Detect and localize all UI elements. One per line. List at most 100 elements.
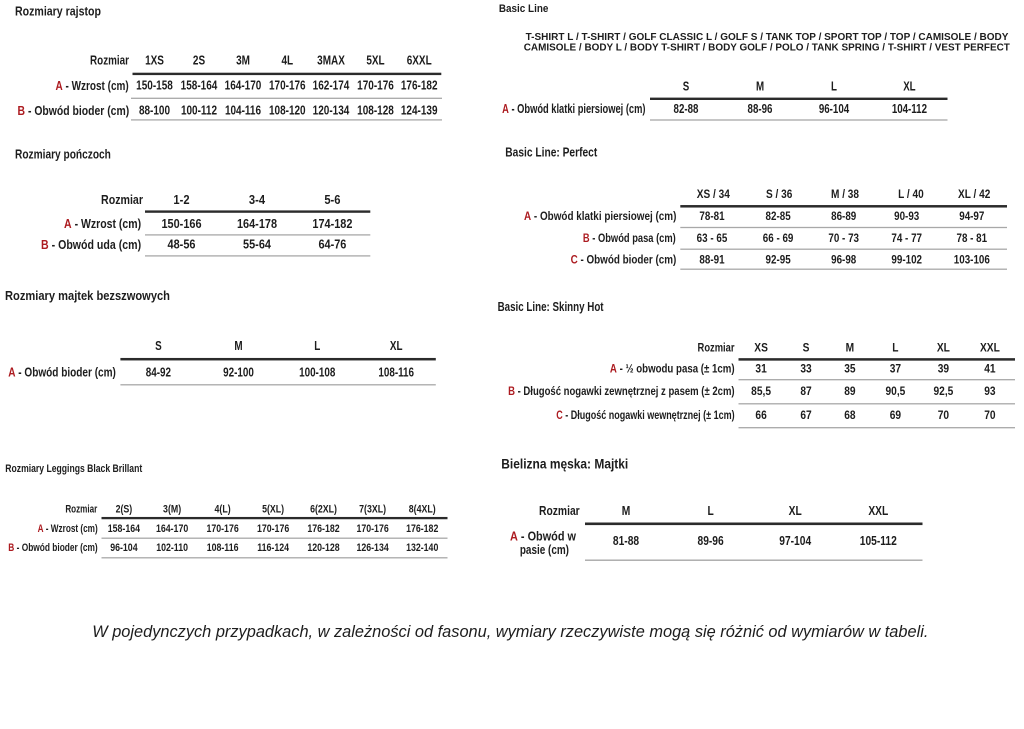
svg-text:L: L (707, 505, 713, 518)
svg-text:Rozmiary pończoch: Rozmiary pończoch (15, 149, 111, 162)
svg-text:41: 41 (984, 363, 995, 376)
svg-text:S: S (803, 342, 810, 355)
svg-text:Bielizna męska: Majtki: Bielizna męska: Majtki (501, 456, 628, 472)
svg-text:66 - 69: 66 - 69 (763, 232, 794, 245)
svg-text:78-81: 78-81 (699, 210, 724, 223)
svg-text:pasie (cm): pasie (cm) (520, 544, 569, 557)
svg-text:100-108: 100-108 (299, 367, 336, 381)
svg-text:Rozmiar: Rozmiar (90, 54, 129, 67)
svg-text:6(2XL): 6(2XL) (310, 503, 337, 515)
svg-text:108-116: 108-116 (378, 367, 414, 381)
svg-text:100-112: 100-112 (181, 105, 217, 118)
svg-text:Rozmiar: Rozmiar (698, 342, 736, 355)
svg-text:31: 31 (755, 363, 766, 376)
svg-text:Rozmiar: Rozmiar (65, 503, 97, 516)
svg-text:124-139: 124-139 (401, 105, 438, 118)
svg-text:132-140: 132-140 (406, 542, 439, 554)
svg-text:XL / 42: XL / 42 (958, 188, 990, 201)
svg-text:7(3XL): 7(3XL) (359, 503, 386, 515)
svg-text:88-96: 88-96 (748, 103, 773, 116)
svg-text:A - Obwód klatki piersiowej (c: A - Obwód klatki piersiowej (cm) (502, 103, 646, 117)
svg-text:87: 87 (800, 385, 811, 398)
svg-text:3(M): 3(M) (163, 503, 181, 515)
svg-text:103-106: 103-106 (954, 253, 990, 266)
svg-text:4(L): 4(L) (215, 503, 231, 515)
svg-text:108-120: 108-120 (269, 105, 306, 118)
svg-text:90-93: 90-93 (894, 210, 919, 223)
svg-text:108-116: 108-116 (207, 542, 239, 554)
svg-text:XL: XL (789, 505, 802, 518)
svg-text:97-104: 97-104 (779, 535, 811, 548)
svg-text:158-164: 158-164 (108, 523, 141, 535)
svg-text:66: 66 (755, 410, 766, 423)
svg-text:A - Wzrost (cm): A - Wzrost (cm) (38, 523, 98, 535)
svg-text:164-170: 164-170 (156, 523, 189, 535)
svg-text:6XXL: 6XXL (407, 54, 432, 67)
svg-text:XS / 34: XS / 34 (697, 188, 731, 201)
svg-text:104-116: 104-116 (225, 105, 261, 118)
svg-text:96-98: 96-98 (831, 253, 856, 266)
svg-text:176-182: 176-182 (307, 523, 340, 535)
svg-text:150-166: 150-166 (161, 216, 201, 231)
svg-text:33: 33 (800, 363, 811, 376)
svg-text:L: L (892, 342, 898, 355)
svg-text:XL: XL (937, 342, 950, 355)
svg-text:170-176: 170-176 (356, 523, 389, 535)
svg-text:B - Obwód bioder (cm): B - Obwód bioder (cm) (8, 542, 97, 554)
svg-text:L: L (831, 81, 837, 94)
svg-text:164-170: 164-170 (225, 80, 262, 93)
svg-text:64-76: 64-76 (318, 236, 346, 251)
svg-text:69: 69 (890, 410, 901, 423)
svg-text:C - Długość nogawki wewnętrzne: C - Długość nogawki wewnętrznej (± 1cm) (556, 409, 734, 423)
svg-text:158-164: 158-164 (181, 80, 218, 93)
svg-text:XL: XL (903, 81, 916, 94)
svg-text:90,5: 90,5 (885, 385, 905, 398)
svg-text:39: 39 (938, 363, 949, 376)
svg-text:Basic Line: Skinny Hot: Basic Line: Skinny Hot (498, 301, 604, 314)
svg-text:88-91: 88-91 (699, 253, 724, 266)
svg-text:S: S (683, 81, 690, 94)
svg-text:W pojedynczych przypadkach, w: W pojedynczych przypadkach, w zależności… (92, 622, 928, 641)
svg-text:84-92: 84-92 (146, 367, 171, 381)
svg-text:174-182: 174-182 (312, 216, 352, 231)
svg-text:164-178: 164-178 (237, 216, 277, 231)
svg-text:XS: XS (754, 342, 768, 355)
svg-text:170-176: 170-176 (206, 523, 239, 535)
svg-text:3MAX: 3MAX (317, 54, 345, 67)
svg-text:92-100: 92-100 (223, 367, 254, 381)
svg-text:176-182: 176-182 (406, 523, 439, 535)
svg-text:120-128: 120-128 (307, 542, 340, 554)
svg-text:XXL: XXL (980, 342, 1000, 355)
svg-text:L / 40: L / 40 (898, 188, 924, 201)
svg-text:S: S (155, 340, 162, 354)
svg-text:82-85: 82-85 (766, 210, 791, 223)
svg-text:82-88: 82-88 (674, 103, 699, 116)
svg-text:170-176: 170-176 (269, 80, 306, 93)
svg-text:M: M (234, 340, 242, 354)
svg-text:A - ½ obwodu pasa (± 1cm): A - ½ obwodu pasa (± 1cm) (610, 363, 735, 376)
svg-text:A - Obwód klatki piersiowej (c: A - Obwód klatki piersiowej (cm) (524, 210, 677, 223)
svg-text:2S: 2S (193, 54, 206, 67)
svg-text:Rozmiary Leggings Black Brilla: Rozmiary Leggings Black Brillant (5, 463, 143, 475)
svg-text:Rozmiary majtek bezszwowych: Rozmiary majtek bezszwowych (5, 288, 170, 303)
svg-text:Rozmiary rajstop: Rozmiary rajstop (15, 6, 101, 19)
svg-text:Rozmiar: Rozmiar (101, 192, 143, 207)
svg-text:85,5: 85,5 (751, 385, 771, 398)
svg-text:68: 68 (844, 410, 855, 423)
svg-text:105-112: 105-112 (860, 535, 897, 548)
svg-text:4L: 4L (281, 54, 293, 67)
svg-text:5XL: 5XL (366, 54, 384, 67)
svg-text:162-174: 162-174 (313, 80, 350, 93)
svg-text:94-97: 94-97 (959, 210, 984, 223)
svg-text:86-89: 86-89 (831, 210, 856, 223)
svg-text:Basic Line: Perfect: Basic Line: Perfect (505, 147, 597, 160)
svg-text:3M: 3M (236, 54, 250, 67)
svg-text:2(S): 2(S) (116, 503, 133, 515)
svg-text:70: 70 (938, 410, 949, 423)
svg-text:L: L (314, 340, 320, 354)
svg-text:A - Wzrost (cm): A - Wzrost (cm) (56, 80, 129, 93)
svg-text:170-176: 170-176 (257, 523, 290, 535)
svg-text:108-128: 108-128 (357, 105, 394, 118)
svg-text:A - Obwód w: A - Obwód w (510, 530, 577, 544)
svg-text:48-56: 48-56 (168, 236, 196, 251)
